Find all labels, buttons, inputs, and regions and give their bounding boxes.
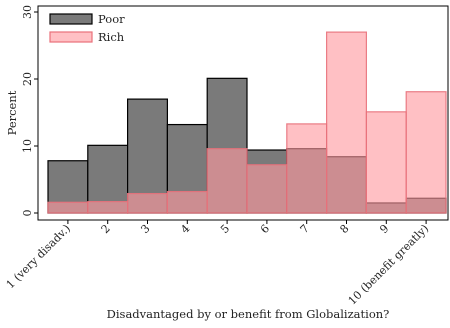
bar-rich-4 — [166, 190, 208, 214]
y-tick-label-0: 0 — [21, 210, 34, 217]
bar-rich-1 — [47, 201, 89, 214]
bar-rich-9 — [365, 111, 407, 214]
y-tick-label-10: 10 — [21, 139, 34, 153]
x-tick-label-4: 4 — [178, 222, 192, 236]
legend-label-rich: Rich — [98, 30, 125, 44]
plot-area — [47, 31, 447, 214]
x-tick-label-8: 8 — [337, 222, 351, 236]
bar-rich-8 — [326, 31, 368, 214]
x-tick-label-3: 3 — [138, 222, 152, 236]
bar-rich-7 — [286, 123, 328, 214]
x-tick-label-10: 10 (benefit greatly) — [346, 222, 432, 308]
x-tick-label-5: 5 — [218, 222, 232, 236]
bar-rich-6 — [246, 164, 288, 214]
plot-frame — [37, 5, 449, 221]
legend-swatch-rich — [49, 31, 93, 43]
y-axis-label: Percent — [5, 90, 19, 135]
y-tick-label-20: 20 — [21, 72, 34, 86]
legend-swatch-poor — [49, 13, 93, 25]
bar-rich-5 — [206, 148, 248, 214]
x-tick-label-9: 9 — [377, 222, 391, 236]
x-tick-label-7: 7 — [298, 222, 312, 236]
x-tick-label-1: 1 (very disadv.) — [4, 222, 73, 291]
bar-rich-2 — [87, 201, 129, 214]
x-tick-label-2: 2 — [99, 222, 113, 236]
legend-label-poor: Poor — [98, 12, 125, 26]
x-tick-label-6: 6 — [258, 222, 272, 236]
bar-rich-10 — [405, 91, 447, 214]
x-axis-label: Disadvantaged by or benefit from Globali… — [107, 307, 390, 321]
legend: Poor Rich — [49, 12, 125, 44]
bar-rich-3 — [126, 192, 168, 214]
y-tick-label-30: 30 — [21, 5, 34, 19]
